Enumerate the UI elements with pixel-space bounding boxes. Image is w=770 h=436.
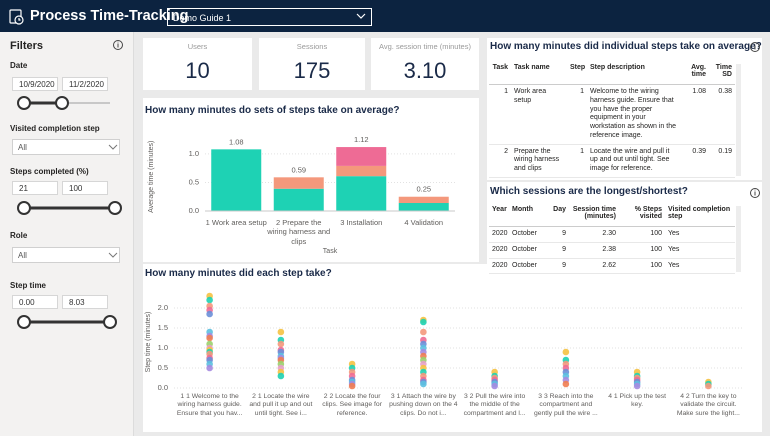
filter-label: Steps completed (%)	[10, 167, 89, 176]
table-cell: 2020	[489, 242, 509, 259]
x-tick-label: 2 2 Locate the four clips. See image for…	[322, 393, 382, 417]
filter-label: Step time	[10, 281, 47, 290]
card	[259, 38, 365, 90]
table-cell: 2020	[489, 226, 509, 243]
table-cell: 1.08	[679, 84, 709, 145]
column-header[interactable]: Visited completion step	[665, 204, 735, 227]
steps-min[interactable]: 21	[12, 181, 58, 195]
table-cell: October	[509, 226, 543, 243]
column-header[interactable]: Step	[567, 62, 587, 85]
scrollbar[interactable]	[736, 206, 741, 272]
x-tick-label: 4 2 Turn the key to validate the circuit…	[676, 393, 740, 417]
x-tick-label: 3 3 Reach into the compartment and gentl…	[533, 393, 598, 417]
x-tick-label: 3 Installation	[340, 218, 383, 227]
table-cell: 1	[489, 84, 511, 145]
guide-dropdown[interactable]: Demo Guide 1	[167, 8, 372, 26]
chart-title: How many minutes did each step take?	[145, 268, 332, 279]
x-tick-label: 2 Prepare the wiring harness and clips	[267, 218, 331, 246]
table-cell: 9	[543, 242, 569, 259]
date-end[interactable]: 11/2/2020	[62, 77, 108, 91]
table: Task Task name Step Step description Avg. ti…	[489, 62, 735, 178]
app-title: Process Time-Tracking	[30, 8, 189, 24]
table-cell: 1	[567, 84, 587, 145]
table-cell: 2.38	[569, 242, 619, 259]
table-cell: Prepare the wiring harness and clips	[511, 144, 567, 178]
column-header[interactable]: Session time (minutes)	[569, 204, 619, 227]
card-label: Users	[187, 42, 208, 51]
table-cell: Welcome to the wiring harness guide. Ens…	[587, 84, 679, 145]
table-cell: 9	[543, 273, 569, 277]
table-cell: Yes	[665, 258, 735, 275]
x-tick-label: 3 2 Pull the wire into the middle of the…	[463, 393, 526, 417]
card	[371, 38, 479, 90]
column-header[interactable]: Task	[489, 62, 511, 85]
steptime-min[interactable]: 0.00	[12, 295, 58, 309]
x-tick-label: 3 1 Attach the wire by pushing down on t…	[389, 393, 458, 417]
table-cell: 2020	[489, 258, 509, 275]
steps-max[interactable]: 100	[62, 181, 108, 195]
table-cell: Locate the wire and pull it up and out u…	[587, 144, 679, 178]
card	[143, 38, 252, 90]
x-tick-label: 4 Validation	[404, 218, 444, 227]
x-tick-label: 1 1 Welcome to the wiring harness guide.…	[176, 393, 243, 417]
table-cell: Yes	[665, 226, 735, 243]
table-cell: October	[509, 242, 543, 259]
x-tick-label: 1 Work area setup	[205, 218, 267, 227]
table-cell: 0.38	[709, 84, 735, 145]
x-tick-label: 2 1 Locate the wire and pull it up and o…	[249, 393, 313, 417]
table-cell: 9	[543, 258, 569, 275]
card-label: Avg. session time (minutes)	[379, 42, 471, 51]
filters-title: Filters	[10, 40, 44, 52]
table-cell: 9	[543, 226, 569, 243]
filter-label: Visited completion step	[10, 124, 100, 133]
column-header[interactable]: Year	[489, 204, 509, 227]
table-title: Which sessions are the longest/shortest?	[490, 186, 688, 197]
header-bar	[0, 0, 770, 32]
role-dropdown[interactable]: All	[12, 247, 120, 263]
table-cell: 100	[619, 258, 665, 275]
scrollbar[interactable]	[736, 64, 741, 176]
chart-title: How many minutes do sets of steps take o…	[145, 105, 400, 116]
column-header[interactable]: % Steps visited	[619, 204, 665, 227]
table-cell: Work area setup	[511, 84, 567, 145]
table-cell: 100	[619, 242, 665, 259]
table-cell: 100	[619, 226, 665, 243]
card-value: 10	[185, 58, 210, 83]
table-cell: 2.62	[569, 258, 619, 275]
date-start[interactable]: 10/9/2020	[12, 77, 58, 91]
table-title: How many minutes did individual steps ta…	[490, 41, 762, 52]
card-value: 3.10	[403, 58, 447, 83]
card-label: Sessions	[296, 42, 328, 51]
column-header[interactable]: Time SD	[709, 62, 735, 85]
table-cell: 2.77	[569, 273, 619, 277]
filter-label: Date	[10, 61, 28, 70]
table: Year Month Day Session time (minutes)% Step…	[489, 204, 735, 277]
steptime-max[interactable]: 8.03	[62, 295, 108, 309]
table-cell: 1	[567, 144, 587, 178]
table-cell: October	[509, 258, 543, 275]
table-cell: 0.19	[709, 144, 735, 178]
table-cell: October	[509, 273, 543, 277]
visited-dropdown[interactable]: All	[12, 139, 120, 155]
card-value: 175	[293, 58, 331, 83]
column-header[interactable]: Avg. time	[679, 62, 709, 85]
table-cell: 2	[489, 144, 511, 178]
table-cell: 2020	[489, 273, 509, 277]
table-cell: Yes	[665, 242, 735, 259]
table-cell: Yes	[665, 273, 735, 277]
table-cell: 100	[619, 273, 665, 277]
data-table: Year Month Day Session time (minutes)% Step…	[489, 204, 735, 277]
column-header[interactable]: Day	[543, 204, 569, 227]
table-cell: 2.30	[569, 226, 619, 243]
column-header[interactable]: Task name	[511, 62, 567, 85]
column-header[interactable]: Step description	[587, 62, 679, 85]
filter-label: Role	[10, 231, 28, 240]
data-table: Task Task name Step Step description Avg. ti…	[489, 62, 735, 178]
table-cell: 0.39	[679, 144, 709, 178]
x-tick-label: 4 1 Pick up the test key.	[608, 393, 667, 409]
column-header[interactable]: Month	[509, 204, 543, 227]
